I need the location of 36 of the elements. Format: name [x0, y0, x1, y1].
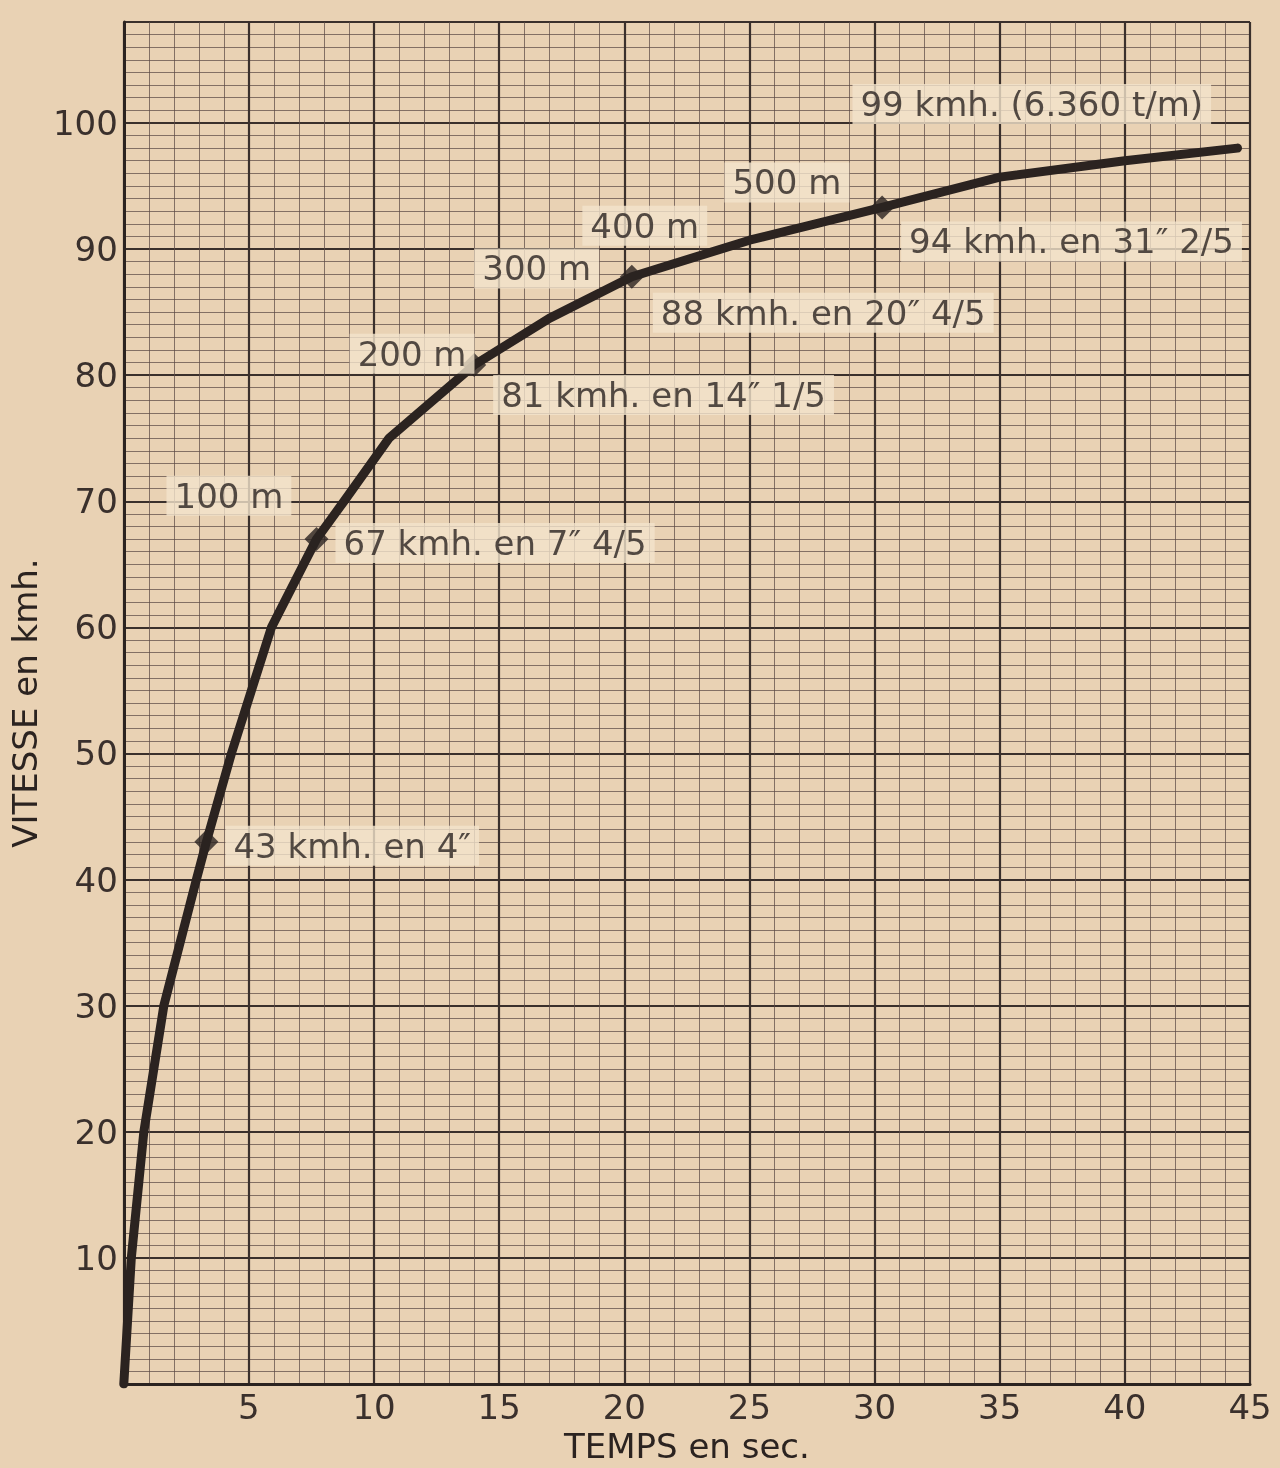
- y-tick-label: 20: [74, 1111, 118, 1152]
- y-tick-label: 10: [74, 1237, 118, 1278]
- x-tick-label: 25: [727, 1387, 772, 1428]
- y-axis-title: VITESSE en kmh.: [5, 558, 45, 848]
- point: [870, 195, 895, 220]
- annotation: 99 kmh. (6.360 t/m): [860, 84, 1204, 125]
- annotation: 81 kmh. en 14″ 1/5: [501, 375, 826, 416]
- annotation: 43 kmh. en 4″: [233, 825, 472, 866]
- x-tick-label: 35: [978, 1387, 1022, 1428]
- annotation: 94 kmh. en 31″ 2/5: [909, 221, 1234, 262]
- y-tick-label: 50: [74, 733, 118, 774]
- y-tick-label: 60: [74, 607, 118, 648]
- annotation: 67 kmh. en 7″ 4/5: [343, 523, 647, 564]
- x-tick-label: 45: [1228, 1387, 1272, 1428]
- y-tick-label: 100: [52, 102, 118, 143]
- y-tick-label: 80: [74, 355, 118, 396]
- y-tick-label: 90: [74, 229, 118, 270]
- x-tick-label: 30: [852, 1387, 897, 1428]
- annotation: 88 kmh. en 20″ 4/5: [660, 292, 986, 333]
- annotation: 100 m: [174, 475, 284, 516]
- point: [619, 264, 644, 289]
- x-tick-label: 10: [352, 1387, 396, 1428]
- x-tick-label: 15: [477, 1387, 521, 1428]
- x-tick-label: 5: [238, 1387, 260, 1428]
- annotation: 200 m: [357, 333, 467, 374]
- y-tick-label: 40: [74, 859, 118, 900]
- annotation: 300 m: [482, 248, 592, 289]
- point: [194, 829, 219, 854]
- x-tick-label: 20: [602, 1387, 646, 1428]
- y-tick-label: 70: [74, 481, 118, 522]
- x-tick-label: 40: [1103, 1387, 1147, 1428]
- annotation: 400 m: [590, 205, 700, 246]
- y-tick-label: 30: [74, 985, 118, 1026]
- x-axis-title: TEMPS en sec.: [562, 1426, 810, 1466]
- point: [304, 527, 329, 552]
- annotation: 500 m: [732, 162, 842, 203]
